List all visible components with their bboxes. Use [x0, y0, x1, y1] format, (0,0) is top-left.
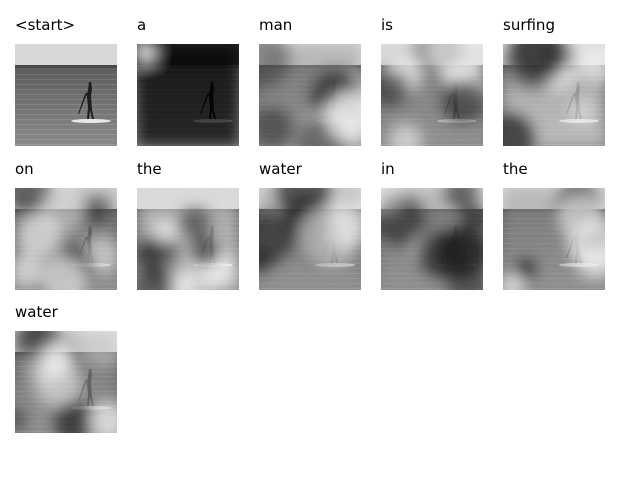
token-label: water: [259, 160, 302, 178]
token-label: <start>: [15, 16, 76, 34]
token-label: on: [15, 160, 34, 178]
attention-map-image: [381, 44, 483, 146]
input-image: [15, 44, 117, 146]
attention-cell: water: [15, 302, 119, 442]
token-label: is: [381, 16, 393, 34]
attention-map-image: [503, 44, 605, 146]
attention-cell: water: [259, 159, 363, 299]
attention-cell: is: [381, 15, 485, 155]
token-label: water: [15, 303, 58, 321]
token-label: surfing: [503, 16, 555, 34]
attention-cell: the: [137, 159, 241, 299]
attention-map-image: [381, 188, 483, 290]
attention-map-image: [503, 188, 605, 290]
token-label: man: [259, 16, 293, 34]
attention-cell: in: [381, 159, 485, 299]
attention-cell: the: [503, 159, 607, 299]
attention-cell: man: [259, 15, 363, 155]
attention-map-image: [15, 188, 117, 290]
attention-map-image: [259, 44, 361, 146]
attention-map-image: [15, 331, 117, 433]
attention-cell: <start>: [15, 15, 119, 155]
attention-cell: surfing: [503, 15, 607, 155]
token-label: in: [381, 160, 395, 178]
attention-map-image: [259, 188, 361, 290]
token-label: a: [137, 16, 147, 34]
attention-map-image: [137, 188, 239, 290]
attention-cell: on: [15, 159, 119, 299]
attention-map-image: [137, 44, 239, 146]
token-label: the: [503, 160, 528, 178]
token-label: the: [137, 160, 162, 178]
attention-cell: a: [137, 15, 241, 155]
